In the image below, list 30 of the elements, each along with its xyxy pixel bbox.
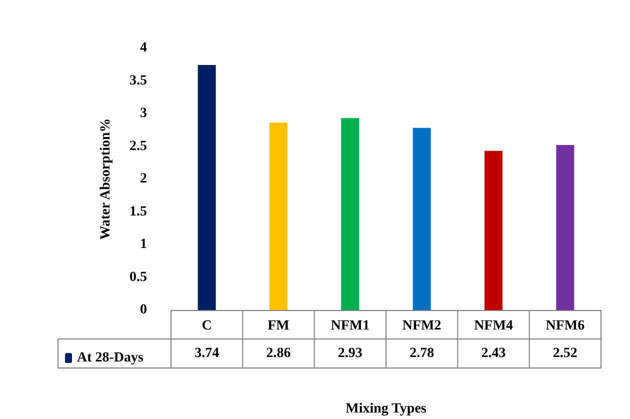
legend-label: At 28-Days [77, 350, 144, 366]
bar [484, 150, 502, 310]
y-tick-label: 1 [140, 237, 147, 252]
y-tick-label: 3.5 [130, 73, 147, 88]
data-label: 3.74 [194, 346, 220, 361]
y-tick-label: 2.5 [130, 138, 147, 154]
y-axis-title: Water Absorption% [98, 118, 114, 240]
x-tick-label: FM [268, 318, 290, 334]
y-tick-label: 0 [140, 302, 147, 318]
x-tick-label: NFM6 [546, 318, 585, 334]
x-tick-label: NFM1 [330, 318, 370, 334]
x-tick-label: NFM4 [474, 318, 513, 334]
bar [341, 118, 360, 310]
data-label: 2.78 [410, 346, 434, 361]
bar [412, 128, 431, 310]
y-tick-label: 4 [140, 40, 147, 56]
data-label: 2.52 [552, 346, 578, 361]
bar [198, 65, 216, 310]
x-tick-label: NFM2 [402, 318, 442, 334]
data-label: 2.86 [266, 346, 291, 361]
data-label: 2.43 [481, 346, 506, 361]
y-tick-label: 3 [140, 106, 147, 121]
data-label: 2.93 [338, 346, 362, 361]
x-axis-title: Mixing Types [346, 402, 427, 416]
y-tick-label: 1.5 [130, 204, 147, 220]
y-tick-label: 2 [140, 172, 147, 186]
bar [556, 144, 574, 310]
x-tick-label: C [202, 318, 212, 334]
y-tick-label: 0.5 [130, 270, 147, 285]
bar [270, 122, 288, 310]
